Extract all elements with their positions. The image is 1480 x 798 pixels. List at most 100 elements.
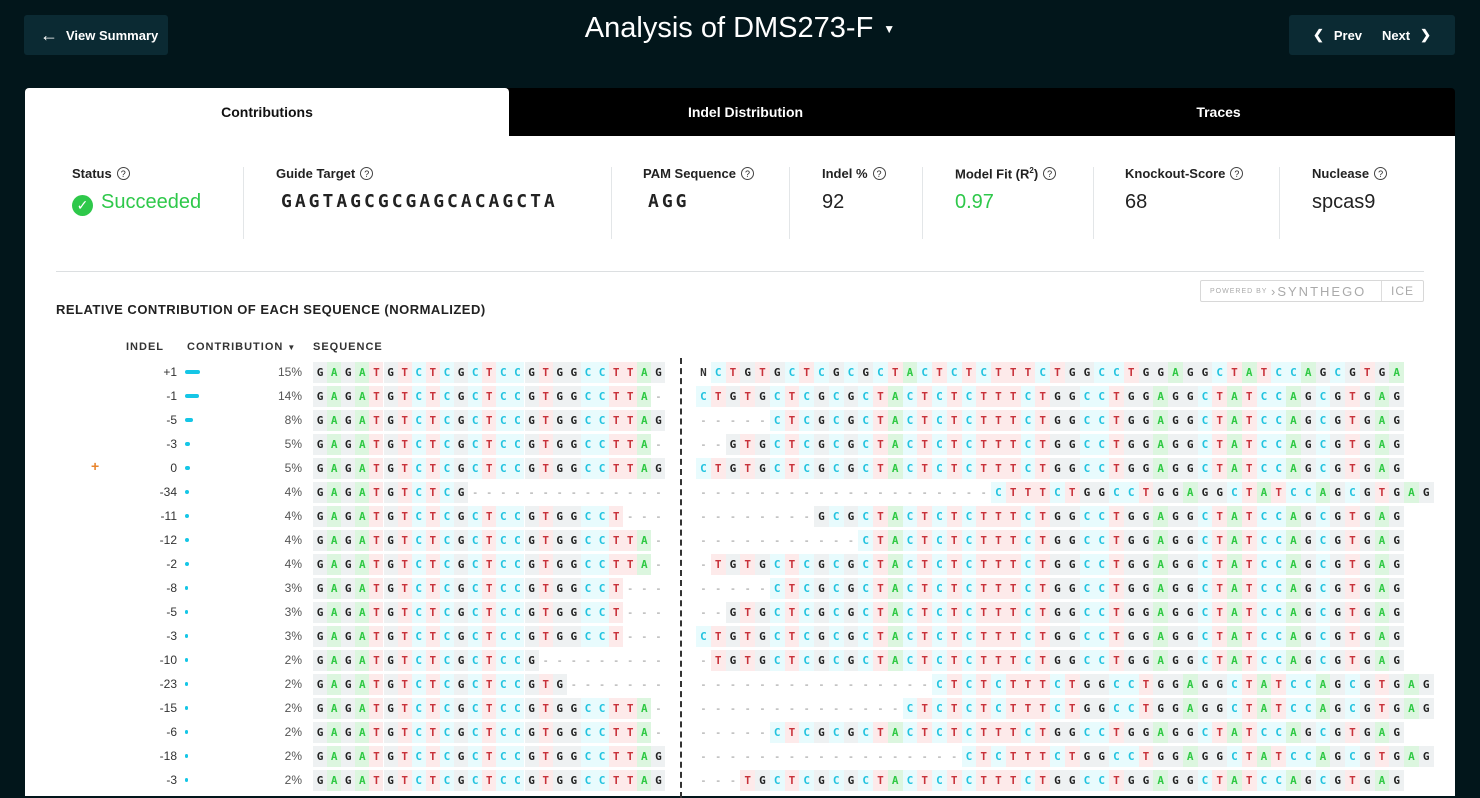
table-row[interactable]: -11 4% G A G A T G T C T C G C T C C G T G G C C T - - - - - - - - - - - G C…: [25, 504, 1455, 528]
table-row[interactable]: -12 4% G A G A T G T C T C G C T C C G T G G C C T T A - - - - - - - - - - -…: [25, 528, 1455, 552]
base-cell: G: [454, 770, 469, 791]
base-cell: T: [1212, 506, 1227, 527]
base-cell: C: [1079, 434, 1095, 455]
base-cell: C: [828, 458, 844, 479]
table-row[interactable]: -6 2% G A G A T G T C T C G C T C C G T G G C C T T A - - - - - - C T C G C G…: [25, 720, 1455, 744]
base-cell: C: [411, 722, 426, 743]
table-row[interactable]: -5 3% G A G A T G T C T C G C T C C G T G G C C T - - - - - G T G C T C G C G…: [25, 600, 1455, 624]
base-cell: G: [1064, 626, 1080, 647]
tab-contributions[interactable]: Contributions: [25, 88, 509, 136]
view-summary-button[interactable]: ← View Summary: [24, 15, 168, 55]
base-cell: G: [1330, 578, 1345, 599]
next-button[interactable]: Next ❯: [1382, 27, 1431, 43]
base-cell: A: [355, 626, 370, 647]
table-row[interactable]: -15 2% G A G A T G T C T C G C T C C G T G G C C T T A - - - - - - - - - - -…: [25, 696, 1455, 720]
base-cell: C: [1271, 626, 1286, 647]
table-row[interactable]: -10 2% G A G A T G T C T C G C T C C G - - - - - - - - - - T G T G C T C G C…: [25, 648, 1455, 672]
table-row[interactable]: -3 5% G A G A T G T C T C G C T C C G T G G C C T T A - - - G T G C T C G C G…: [25, 432, 1455, 456]
help-icon[interactable]: ?: [872, 167, 886, 180]
base-cell: -: [566, 482, 581, 503]
table-row[interactable]: -5 8% G A G A T G T C T C G C T C C G T G G C C T T A G - - - - - C T C G C G…: [25, 408, 1455, 432]
table-row[interactable]: -18 2% G A G A T G T C T C G C T C C G T G G C C T T A G - - - - - - - - - -…: [25, 744, 1455, 768]
base-cell: -: [873, 674, 888, 695]
base-cell: G: [843, 626, 859, 647]
header-contribution[interactable]: CONTRIBUTION ▼: [187, 341, 297, 353]
tab-indel-distribution[interactable]: Indel Distribution: [687, 104, 804, 120]
base-cell: -: [637, 602, 652, 623]
help-icon[interactable]: ?: [1374, 167, 1388, 180]
base-cell: T: [482, 362, 497, 383]
base-cell: C: [991, 698, 1006, 719]
base-cell: T: [369, 554, 384, 575]
base-cell: C: [696, 626, 711, 647]
base-cell: -: [651, 602, 666, 623]
base-cell: G: [454, 554, 469, 575]
base-cell: C: [902, 434, 918, 455]
base-cell: -: [468, 482, 483, 503]
base-cell: T: [991, 770, 1006, 791]
table-row[interactable]: +0 5% G A G A T G T C T C G C T C C G T G G C C T T A G C T G T G C T C G C G…: [25, 456, 1455, 480]
base-cell: G: [814, 626, 829, 647]
base-cell: T: [538, 410, 553, 431]
base-cell: C: [828, 722, 844, 743]
table-row[interactable]: -3 2% G A G A T G T C T C G C T C C G T G G C C T T A G - - - T G C T C G C G…: [25, 768, 1455, 792]
base-cell: A: [355, 770, 370, 791]
base-cell: A: [327, 698, 342, 719]
base-cell: C: [595, 746, 610, 767]
base-cell: G: [1300, 458, 1316, 479]
divider: [789, 167, 790, 239]
table-row[interactable]: -1 14% G A G A T G T C T C G C T C C G T G G C C T T A - C T G T G C T C G C…: [25, 384, 1455, 408]
help-icon[interactable]: ?: [1043, 167, 1057, 181]
base-cell: G: [843, 458, 859, 479]
base-cell: -: [843, 530, 859, 551]
base-cell: -: [755, 506, 770, 527]
help-icon[interactable]: ?: [116, 167, 130, 180]
tab-traces[interactable]: Traces: [1196, 104, 1241, 120]
base-cell: A: [1374, 770, 1390, 791]
base-cell: C: [814, 362, 829, 383]
table-row[interactable]: -34 4% G A G A T G T C T C G - - - - - - - - - - - - - - - - - - - - - - - -…: [25, 480, 1455, 504]
base-cell: T: [1241, 530, 1257, 551]
sample-selector[interactable]: Analysis of DMS273-F ▼: [500, 12, 980, 45]
base-cell: G: [524, 506, 539, 527]
base-cell: A: [1227, 506, 1242, 527]
table-row[interactable]: -8 3% G A G A T G T C T C G C T C C G T G G C C T - - - - - - - - C T C G C G…: [25, 576, 1455, 600]
base-cell: C: [468, 458, 483, 479]
base-cell: T: [397, 482, 412, 503]
base-cell: T: [1050, 362, 1065, 383]
base-cell: -: [755, 746, 770, 767]
base-cell: G: [524, 554, 539, 575]
table-row[interactable]: +1 15% G A G A T G T C T C G C T C C G T G G C C T T A G N C T G T G C T C G…: [25, 360, 1455, 384]
base-cell: T: [932, 362, 947, 383]
knockout-value: 68: [1125, 191, 1148, 213]
header-indel[interactable]: INDEL: [126, 341, 164, 353]
base-cell: A: [887, 770, 903, 791]
prev-button[interactable]: ❮ Prev: [1313, 27, 1362, 43]
help-icon[interactable]: ?: [360, 167, 374, 180]
base-cell: T: [609, 770, 624, 791]
base-cell: T: [1123, 362, 1139, 383]
base-cell: T: [1241, 722, 1257, 743]
contribution-pct: 15%: [277, 365, 302, 379]
base-cell: T: [609, 434, 624, 455]
base-cell: C: [496, 650, 511, 671]
base-cell: C: [1271, 578, 1286, 599]
base-cell: T: [482, 386, 497, 407]
base-cell: T: [1345, 434, 1360, 455]
base-cell: T: [425, 722, 440, 743]
table-row[interactable]: -23 2% G A G A T G T C T C G C T C C G T G - - - - - - - - - - - - - - - - -…: [25, 672, 1455, 696]
base-cell: G: [383, 578, 398, 599]
base-cell: -: [740, 674, 755, 695]
base-cell: C: [595, 626, 610, 647]
base-cell: C: [1109, 362, 1124, 383]
help-icon[interactable]: ?: [1230, 167, 1244, 180]
base-cell: T: [946, 722, 962, 743]
help-icon[interactable]: ?: [740, 167, 754, 180]
base-cell: G: [552, 386, 567, 407]
base-cell: A: [1404, 674, 1419, 695]
base-cell: T: [1345, 506, 1360, 527]
base-cell: C: [858, 578, 873, 599]
table-row[interactable]: -3 3% G A G A T G T C T C G C T C C G T G G C C T - - - C T G T G C T C G C G…: [25, 624, 1455, 648]
base-cell: C: [1271, 554, 1286, 575]
table-row[interactable]: -2 4% G A G A T G T C T C G C T C C G T G G C C T T A - - T G T G C T C G C G…: [25, 552, 1455, 576]
